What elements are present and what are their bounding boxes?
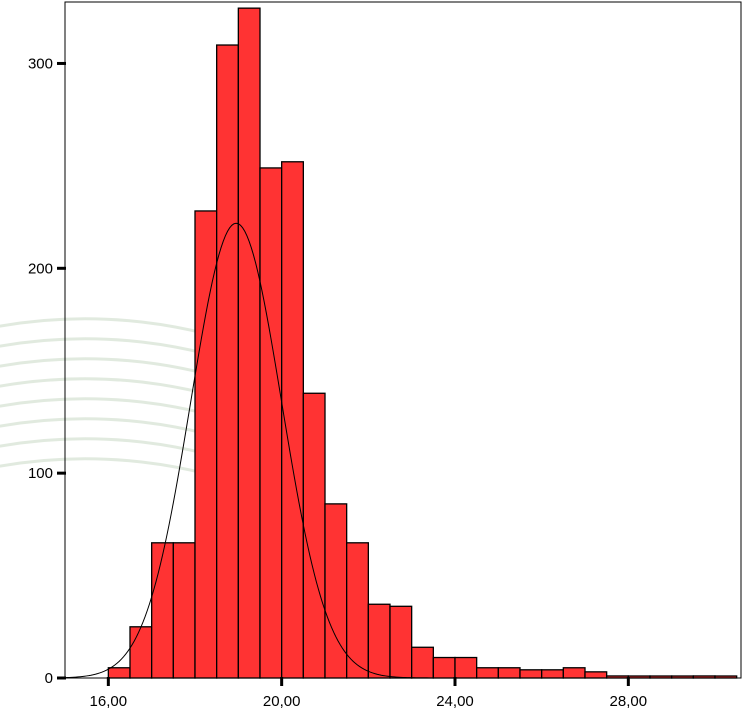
histogram-bar [454,656,478,679]
histogram-bar [411,646,434,679]
histogram-bar [237,7,261,679]
y-axis: 0 100 200 300 [28,55,66,687]
y-tick-label: 0 [45,670,53,687]
histogram-bar [476,667,499,679]
x-tick-label: 28,00 [610,693,648,710]
histogram-bar [541,669,564,679]
histogram-bar [389,605,413,679]
x-tick-label: 24,00 [436,693,474,710]
y-tick-label: 300 [28,55,53,72]
histogram-bar [259,167,283,679]
histogram-bar [129,626,153,679]
histogram-bar [432,656,456,679]
y-tick-label: 100 [28,465,53,482]
histogram-bar [302,392,326,679]
x-axis: 16,00 20,00 24,00 28,00 [90,677,648,710]
histogram-bar [194,210,218,679]
y-tick-label: 200 [28,260,53,277]
histogram-bar [584,671,608,679]
histogram-bar [216,44,239,679]
histogram-bar [497,667,521,679]
bars-group [107,7,738,679]
watermark [0,317,261,492]
histogram-bar [151,542,174,679]
histogram-bar [172,542,196,679]
x-tick-label: 16,00 [90,693,128,710]
histogram-bar [324,503,348,679]
histogram-bar [562,667,586,679]
x-tick-label: 20,00 [263,693,301,710]
histogram-bar [107,667,131,679]
histogram-bar [367,603,391,679]
histogram-bar [519,669,543,679]
